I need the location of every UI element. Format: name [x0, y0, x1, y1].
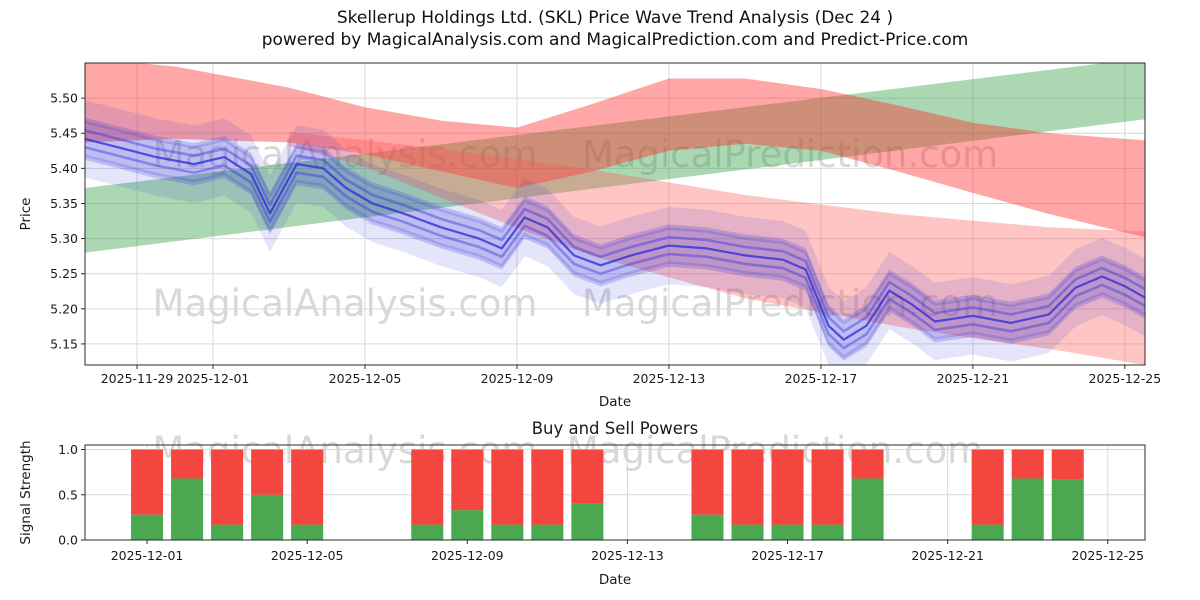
- sell-bar: [131, 449, 164, 515]
- buy-bar: [291, 524, 324, 540]
- sell-bar: [491, 449, 524, 525]
- band-bull-channel: [85, 63, 1145, 253]
- sell-bar: [1051, 449, 1084, 480]
- chart-title: Skellerup Holdings Ltd. (SKL) Price Wave…: [336, 8, 894, 28]
- y-axis-label: Signal Strength: [18, 440, 34, 544]
- y-tick-label: 5.30: [50, 231, 78, 246]
- y-tick-label: 1.0: [58, 442, 78, 457]
- buy-bar: [811, 524, 844, 540]
- x-tick-label: 2025-12-09: [481, 371, 554, 386]
- y-tick-label: 5.25: [50, 266, 78, 281]
- x-axis-label: Date: [599, 394, 631, 410]
- wave-line: [85, 129, 1145, 333]
- x-tick-label: 2025-12-25: [1089, 371, 1162, 386]
- y-tick-label: 0.0: [58, 533, 78, 548]
- plot-border: [84, 62, 1146, 366]
- sell-bar: [451, 449, 484, 511]
- y-tick-label: 5.45: [50, 126, 78, 141]
- sell-bar: [291, 449, 324, 525]
- wave-line: [85, 137, 1145, 341]
- buy-bar: [491, 524, 524, 540]
- buy-bar: [771, 524, 804, 540]
- sell-bar: [771, 449, 804, 525]
- x-tick-label: 2025-12-13: [633, 371, 706, 386]
- x-tick-label: 2025-11-29: [101, 371, 174, 386]
- price-plot-content: [85, 63, 1145, 365]
- price-chart: 2025-11-29 2025-12-01 2025-12-05 2025-12-09…: [18, 62, 1162, 410]
- x-tick-label: 2025-12-17: [751, 548, 824, 563]
- x-tick-label: 2025-12-25: [1071, 548, 1144, 563]
- axes-frame: 2025-12-01 2025-12-05 2025-12-09 2025-12-13…: [18, 419, 1146, 588]
- x-axis-label: Date: [599, 572, 631, 588]
- x-tick-label: 2025-12-05: [271, 548, 344, 563]
- gridlines: [85, 63, 1145, 365]
- y-tick-label: 5.50: [50, 91, 78, 106]
- sell-bar: [211, 449, 244, 525]
- axes-frame: 2025-11-29 2025-12-01 2025-12-05 2025-12-09…: [18, 62, 1162, 410]
- buy-bar: [1011, 478, 1044, 540]
- wave-outer-band: [85, 100, 1145, 365]
- band-bear-channel-upper: [85, 63, 1145, 238]
- x-tick-label: 2025-12-17: [785, 371, 858, 386]
- buy-bar: [211, 524, 244, 540]
- buy-bar: [571, 503, 604, 540]
- sell-bar: [811, 449, 844, 525]
- y-tick-label: 0.5: [58, 487, 78, 502]
- buy-bar: [171, 478, 204, 540]
- subchart-title: Buy and Sell Powers: [532, 419, 699, 438]
- x-tick-label: 2025-12-21: [911, 548, 984, 563]
- band-bear-channel-lower: [289, 131, 1145, 365]
- sell-bar: [1011, 449, 1044, 479]
- x-tick-label: 2025-12-13: [591, 548, 664, 563]
- y-tick-label: 5.20: [50, 301, 78, 316]
- buy-bar: [411, 524, 444, 540]
- buy-bar: [731, 524, 764, 540]
- buy-bar: [531, 524, 564, 540]
- buy-bar: [971, 524, 1004, 540]
- chart-subtitle: powered by MagicalAnalysis.com and Magic…: [261, 30, 969, 50]
- sell-bar: [531, 449, 564, 525]
- sell-bar: [691, 449, 724, 515]
- x-tick-label: 2025-12-09: [431, 548, 504, 563]
- wave-line: [85, 120, 1145, 325]
- buy-bar: [451, 510, 484, 540]
- sell-bar: [251, 449, 284, 495]
- sell-bar: [411, 449, 444, 525]
- buy-bar: [851, 478, 884, 540]
- signal-plot-content: [131, 449, 1084, 540]
- x-tick-label: 2025-12-05: [329, 371, 402, 386]
- wave-line: [85, 146, 1145, 350]
- buy-bar: [131, 514, 164, 540]
- x-tick-label: 2025-12-01: [111, 548, 184, 563]
- y-tick-label: 5.15: [50, 336, 78, 351]
- buy-bar: [691, 514, 724, 540]
- y-tick-label: 5.40: [50, 161, 78, 176]
- y-axis-label: Price: [18, 198, 34, 231]
- x-tick-label: 2025-12-21: [937, 371, 1010, 386]
- y-tick-label: 5.35: [50, 196, 78, 211]
- x-tick-label: 2025-12-01: [177, 371, 250, 386]
- sell-bar: [971, 449, 1004, 525]
- sell-bar: [171, 449, 204, 479]
- wave-inner-band: [85, 117, 1145, 361]
- plot-border: [84, 444, 1146, 541]
- sell-bar: [731, 449, 764, 525]
- buy-bar: [251, 494, 284, 540]
- signal-chart: 2025-12-01 2025-12-05 2025-12-09 2025-12-13…: [18, 419, 1146, 588]
- buy-bar: [1051, 479, 1084, 540]
- wave-line: [85, 154, 1145, 358]
- sell-bar: [851, 449, 884, 479]
- sell-bar: [571, 449, 604, 504]
